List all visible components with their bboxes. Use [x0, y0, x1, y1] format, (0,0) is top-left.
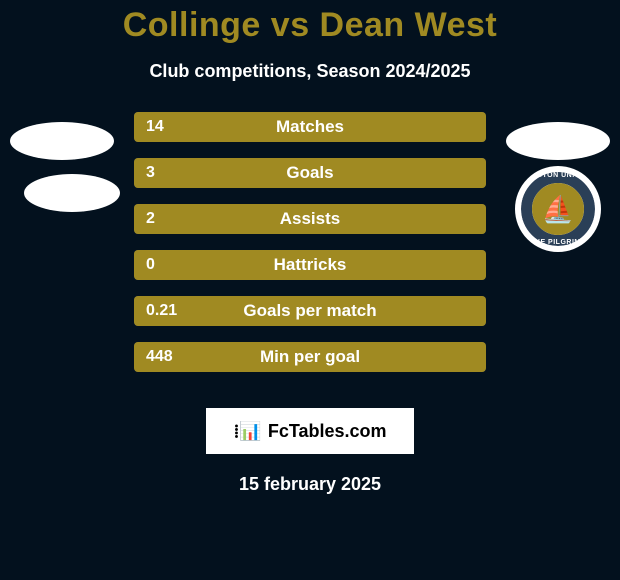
crest-text-top: BOSTON UNITED: [521, 172, 595, 179]
bar-label: Goals per match: [134, 296, 486, 326]
chart-icon: ⁞📊: [233, 421, 261, 442]
left-player-badge-2: [24, 174, 120, 212]
stat-row: 2Assists: [134, 204, 486, 234]
stat-row: 0.21Goals per match: [134, 296, 486, 326]
right-club-crest: BOSTON UNITED ⛵ THE PILGRIMS: [515, 166, 601, 252]
attribution-badge[interactable]: ⁞📊 FcTables.com: [206, 408, 414, 454]
right-player-column: BOSTON UNITED ⛵ THE PILGRIMS: [506, 122, 610, 252]
bar-label: Goals: [134, 158, 486, 188]
bar-label: Matches: [134, 112, 486, 142]
bar-label: Hattricks: [134, 250, 486, 280]
page-title: Collinge vs Dean West: [0, 0, 620, 45]
left-player-badge-1: [10, 122, 114, 160]
right-player-badge: [506, 122, 610, 160]
main-area: BOSTON UNITED ⛵ THE PILGRIMS 14Matches 3G…: [0, 112, 620, 392]
bar-label: Min per goal: [134, 342, 486, 372]
bar-label: Assists: [134, 204, 486, 234]
ship-icon: ⛵: [542, 196, 574, 222]
comparison-card: Collinge vs Dean West Club competitions,…: [0, 0, 620, 580]
subtitle: Club competitions, Season 2024/2025: [0, 61, 620, 82]
stat-row: 3Goals: [134, 158, 486, 188]
stat-row: 14Matches: [134, 112, 486, 142]
crest-inner: ⛵: [532, 183, 584, 235]
stats-bars: 14Matches 3Goals 2Assists 0Hattricks 0.21Goa…: [134, 112, 486, 388]
stat-row: 0Hattricks: [134, 250, 486, 280]
stat-row: 448Min per goal: [134, 342, 486, 372]
crest-text-bottom: THE PILGRIMS: [521, 239, 595, 246]
attribution-text: FcTables.com: [268, 421, 387, 442]
footer-date: 15 february 2025: [0, 474, 620, 495]
